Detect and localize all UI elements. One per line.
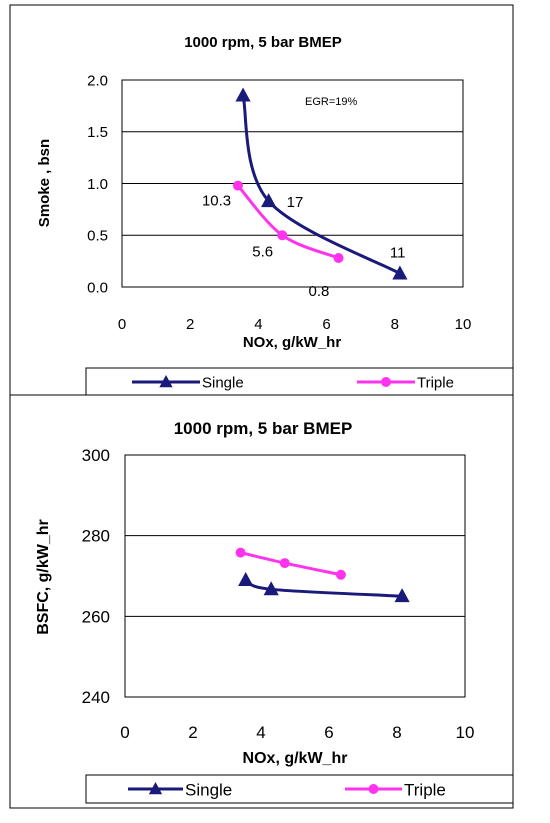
y-tick-label: 280 <box>82 527 110 546</box>
legend: Single Triple <box>132 375 454 392</box>
y-tick-label: 1.5 <box>87 124 108 141</box>
circle-marker <box>335 569 346 580</box>
x-tick-label: 6 <box>324 723 333 742</box>
triangle-marker <box>392 265 408 280</box>
y-axis-label: BSFC, g/kW_hr <box>35 519 52 635</box>
x-tick-label: 4 <box>256 723 265 742</box>
legend-item-single: Single <box>128 780 232 799</box>
x-tick-label: 10 <box>455 316 472 333</box>
x-tick-label: 0 <box>118 316 126 333</box>
x-tick-label: 8 <box>391 316 399 333</box>
legend-box <box>85 774 514 804</box>
legend-item-single: Single <box>132 375 244 392</box>
x-tick-labels: 0 2 4 6 8 10 <box>118 316 472 333</box>
legend: Single Triple <box>128 780 446 799</box>
legend-box <box>85 367 514 396</box>
series-layer <box>235 547 410 603</box>
chart-title: 1000 rpm, 5 bar BMEP <box>174 419 353 438</box>
point-label: 10.3 <box>202 193 231 210</box>
legend-item-triple: Triple <box>345 780 446 799</box>
y-axis-label: Smoke , bsn <box>36 139 53 227</box>
egr-annotation: EGR=19% <box>305 96 357 108</box>
series-triple <box>232 180 344 264</box>
x-axis-label: NOx, g/kW_hr <box>243 334 342 351</box>
circle-marker <box>368 784 379 794</box>
y-tick-label: 300 <box>82 446 110 465</box>
x-tick-label: 2 <box>186 316 194 333</box>
gridlines <box>125 454 465 698</box>
point-label: 5.6 <box>252 243 273 260</box>
circle-marker <box>381 377 391 387</box>
legend-label: Single <box>185 780 232 799</box>
point-label: 17 <box>287 194 304 211</box>
triangle-marker <box>148 782 163 795</box>
series-triple <box>235 547 346 580</box>
x-tick-label: 10 <box>456 723 475 742</box>
point-labels: 17 11 10.3 5.6 0.8 <box>202 193 406 300</box>
legend-label: Triple <box>417 375 454 392</box>
bsfc-chart: 1000 rpm, 5 bar BMEP 240 260 280 300 0 2 4 6 8 1… <box>35 419 514 804</box>
legend-item-triple: Triple <box>357 375 454 392</box>
triangle-marker <box>159 375 173 388</box>
point-label: 11 <box>390 245 406 262</box>
legend-label: Single <box>202 375 244 392</box>
series-line <box>240 551 342 577</box>
x-axis-label: NOx, g/kW_hr <box>243 750 348 767</box>
series-single <box>238 572 410 603</box>
y-tick-label: 2.0 <box>87 72 108 89</box>
triangle-marker <box>263 581 279 596</box>
y-tick-labels: 240 260 280 300 <box>82 446 110 707</box>
y-tick-label: 0.0 <box>87 279 108 296</box>
y-tick-label: 260 <box>82 607 110 626</box>
triangle-marker <box>394 588 410 603</box>
circle-marker <box>277 230 288 241</box>
point-label: 0.8 <box>309 283 330 300</box>
y-tick-label: 1.0 <box>87 176 108 193</box>
x-tick-labels: 0 2 4 6 8 10 <box>120 723 474 742</box>
y-tick-label: 0.5 <box>87 228 108 245</box>
y-tick-label: 240 <box>82 688 110 707</box>
smoke-chart: 1000 rpm, 5 bar BMEP 0.0 0.5 1.0 1.5 2.0 0 2 4… <box>36 34 514 396</box>
plot-area <box>124 454 466 698</box>
circle-marker <box>279 558 290 569</box>
x-tick-label: 8 <box>392 723 401 742</box>
y-tick-labels: 0.0 0.5 1.0 1.5 2.0 <box>87 72 108 296</box>
circle-marker <box>235 547 246 558</box>
series-layer <box>232 87 408 280</box>
triangle-marker <box>261 193 277 208</box>
triangle-marker <box>238 572 254 587</box>
triangle-marker <box>235 87 251 102</box>
circle-marker <box>232 180 243 191</box>
series-single <box>235 87 408 280</box>
x-tick-label: 6 <box>322 316 330 333</box>
x-tick-label: 2 <box>188 723 197 742</box>
legend-label: Triple <box>404 780 446 799</box>
x-tick-label: 0 <box>120 723 129 742</box>
x-tick-label: 4 <box>254 316 262 333</box>
gridlines <box>122 79 463 288</box>
chart-title: 1000 rpm, 5 bar BMEP <box>184 34 342 51</box>
circle-marker <box>333 253 344 264</box>
